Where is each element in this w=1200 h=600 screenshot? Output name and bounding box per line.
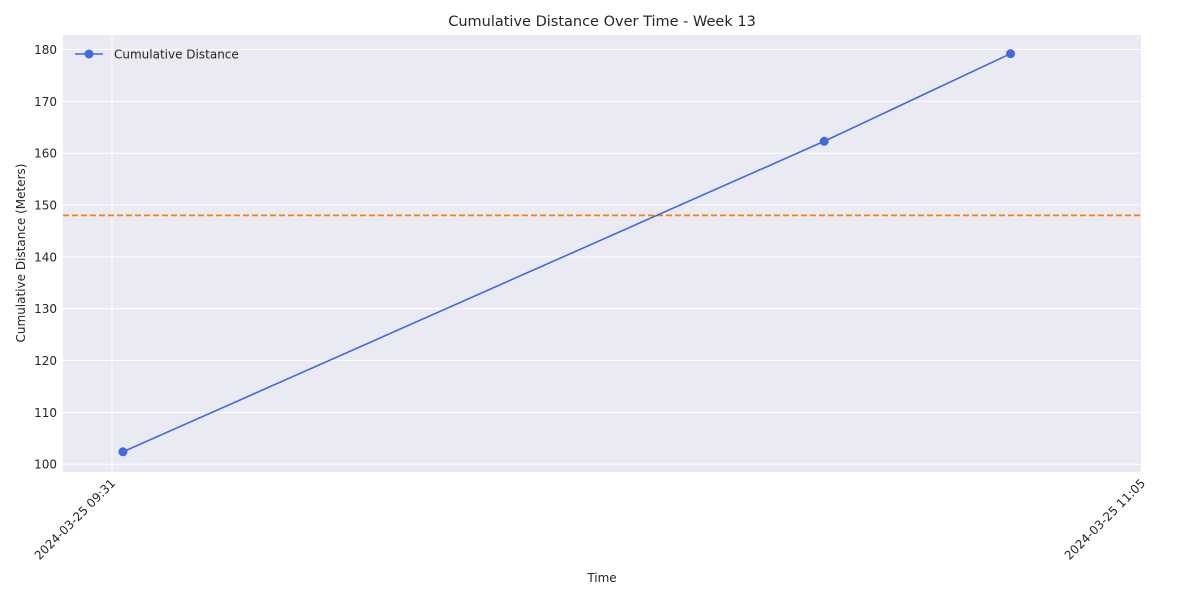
x-tick-label: 2024-03-25 11:05: [1062, 476, 1148, 562]
grid-lines: [63, 35, 1143, 472]
legend-label: Cumulative Distance: [114, 48, 239, 62]
y-tick-label: 120: [34, 354, 57, 368]
series-layer: [118, 49, 1016, 457]
data-point: [118, 447, 128, 457]
y-tick-label: 130: [34, 302, 57, 316]
y-tick-label: 140: [34, 250, 57, 264]
y-tick-label: 160: [34, 147, 57, 161]
y-axis-ticks: 100 110 120 130 140 150 160 170 180: [34, 43, 57, 472]
y-tick-label: 100: [34, 458, 57, 472]
data-point: [1006, 49, 1016, 59]
x-axis-ticks: 2024-03-25 09:31 2024-03-25 11:05: [32, 476, 1148, 562]
y-tick-label: 150: [34, 199, 57, 213]
y-tick-label: 180: [34, 43, 57, 57]
x-tick-label: 2024-03-25 09:31: [32, 476, 118, 562]
legend-marker-swatch: [84, 49, 94, 59]
legend: Cumulative Distance: [75, 48, 239, 62]
y-tick-label: 110: [34, 406, 57, 420]
y-axis-label: Cumulative Distance (Meters): [14, 164, 28, 343]
chart-title: Cumulative Distance Over Time - Week 13: [448, 14, 756, 30]
data-point: [819, 136, 829, 146]
x-axis-label: Time: [586, 571, 616, 585]
y-tick-label: 170: [34, 95, 57, 109]
